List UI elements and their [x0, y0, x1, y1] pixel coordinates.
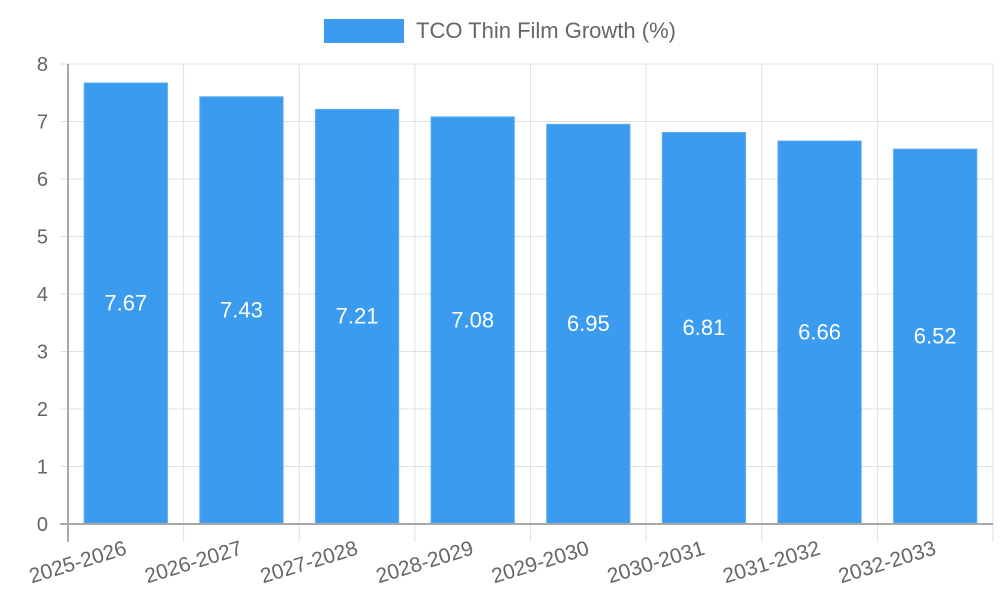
y-tick-label: 7 — [37, 112, 48, 134]
x-tick-label: 2025-2026 — [27, 537, 130, 588]
x-axis-ticks: 2025-2026 2026-2027 2027-2028 2028-2029 2029… — [27, 537, 939, 588]
bar-2032-2033[interactable] — [893, 148, 978, 525]
y-tick-label: 3 — [37, 342, 48, 364]
bar-2025-2026[interactable] — [83, 82, 168, 525]
chart-legend: TCO Thin Film Growth (%) — [0, 18, 1000, 44]
x-tick-label: 2031-2032 — [720, 537, 823, 588]
data-label: 6.95 — [567, 311, 610, 336]
data-label: 7.67 — [104, 290, 147, 315]
data-label: 7.43 — [220, 297, 263, 322]
x-tick-label: 2029-2030 — [489, 537, 592, 588]
x-tick-label: 2028-2029 — [373, 537, 476, 588]
y-tick-label: 5 — [37, 227, 48, 249]
y-tick-label: 6 — [37, 169, 48, 191]
y-tick-label: 8 — [37, 54, 48, 76]
legend-label: TCO Thin Film Growth (%) — [416, 18, 676, 43]
bar-2029-2030[interactable] — [546, 123, 631, 525]
x-tick-label: 2032-2033 — [836, 537, 939, 588]
bar-2028-2029[interactable] — [430, 116, 515, 525]
axes — [60, 64, 993, 542]
x-tick-label: 2030-2031 — [605, 537, 708, 588]
y-tick-label: 4 — [37, 284, 48, 306]
y-tick-label: 0 — [37, 514, 48, 536]
data-labels: 7.67 7.43 7.21 7.08 6.95 6.81 6.66 6.52 — [104, 290, 956, 348]
data-label: 7.08 — [451, 307, 494, 332]
bar-2027-2028[interactable] — [314, 108, 400, 525]
y-axis-ticks: 0 1 2 3 4 5 6 7 8 — [37, 54, 48, 536]
bar-2030-2031[interactable] — [661, 131, 747, 525]
data-label: 6.52 — [914, 324, 957, 349]
y-tick-label: 2 — [37, 399, 48, 421]
data-label: 6.66 — [798, 320, 841, 345]
bar-2026-2027[interactable] — [199, 96, 284, 525]
bar-2031-2032[interactable] — [777, 140, 862, 525]
data-label: 7.21 — [336, 304, 379, 329]
legend-swatch[interactable] — [324, 19, 405, 43]
x-tick-label: 2027-2028 — [258, 537, 361, 588]
x-tick-label: 2026-2027 — [142, 537, 245, 588]
data-label: 6.81 — [683, 315, 726, 340]
bar-series — [83, 82, 978, 525]
y-tick-label: 1 — [37, 457, 48, 479]
